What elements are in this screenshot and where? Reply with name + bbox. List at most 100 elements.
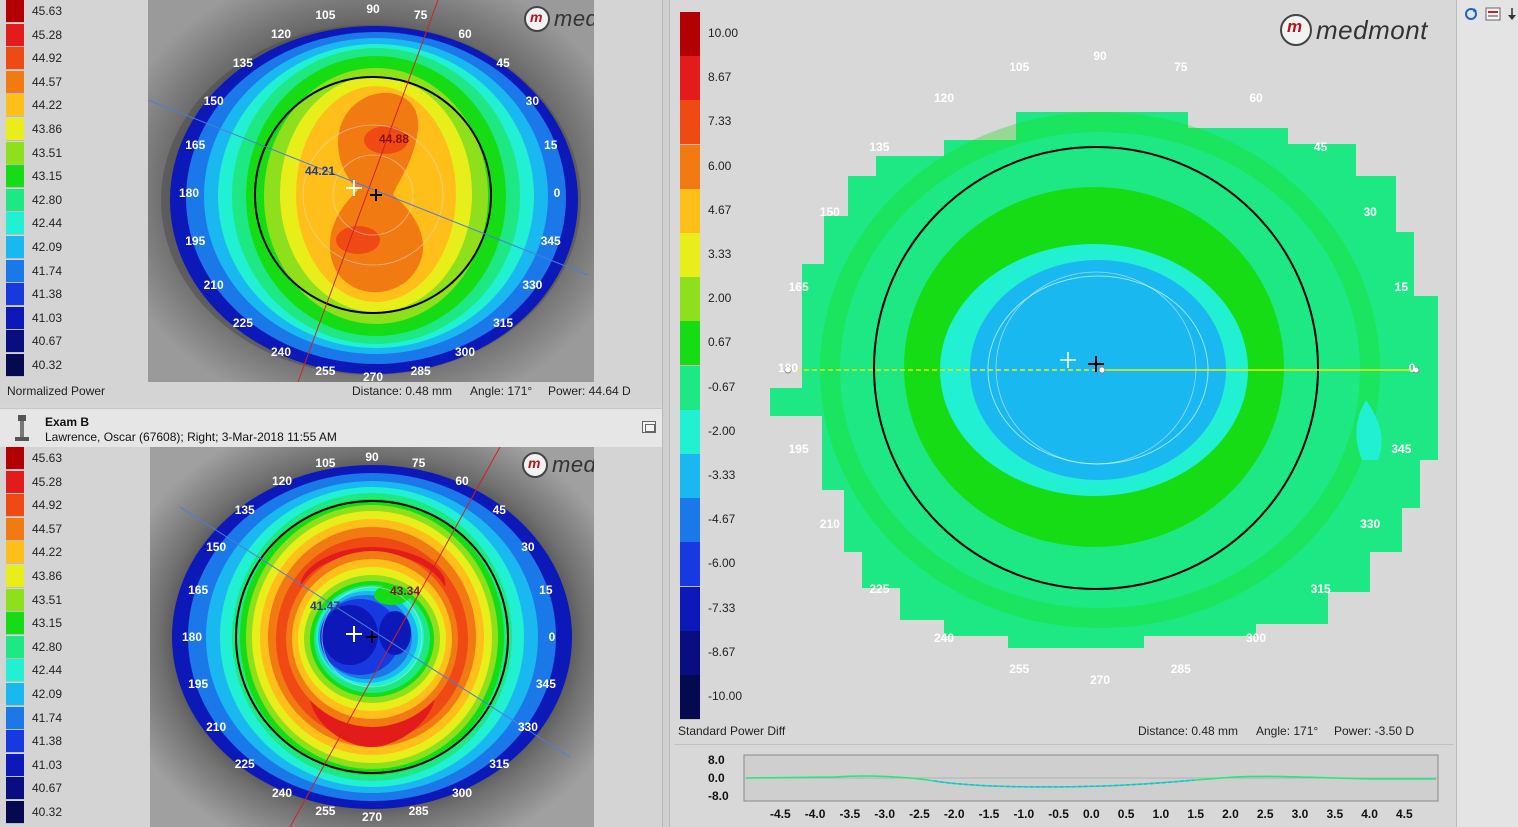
legend-row: -10.00	[680, 675, 780, 720]
legend-value: -3.33	[708, 468, 736, 482]
legend-swatch	[6, 565, 24, 588]
legend-row: 3.33	[680, 233, 780, 278]
degree-label: 345	[1391, 441, 1412, 456]
profile-chart-svg	[743, 754, 1439, 802]
legend-row: 44.92	[0, 47, 100, 71]
degree-label: 315	[493, 316, 514, 331]
profile-chart[interactable]: 8.0 0.0 -8.0 -4.5 -4.0 -3.5 -3.0 -2.5 -2.0 -1.5-…	[674, 744, 1454, 827]
degree-label: 0	[553, 186, 561, 200]
legend-value: 10.00	[708, 26, 739, 40]
legend-swatch	[6, 801, 24, 824]
diff-legend: 10.00 8.67 7.33 6.00 4.67 3.33 2.00 0.67 -0.67 -2…	[680, 12, 760, 722]
legend-row: 41.03	[0, 753, 100, 778]
degree-label: 165	[185, 138, 206, 153]
exam-b-header[interactable]: Exam B Lawrence, Oscar (67608); Right; 3…	[0, 408, 662, 447]
legend-row: -4.67	[680, 498, 780, 544]
degree-label: 60	[458, 26, 472, 41]
top-map-image[interactable]: 44.21 44.88 0 15 30 45 60 75 90 105 120 135 150 165…	[148, 0, 594, 382]
degree-label: 255	[315, 803, 336, 818]
legend-row: -7.33	[680, 586, 780, 632]
legend-swatch	[6, 517, 24, 541]
legend-row: 44.22	[0, 541, 100, 565]
legend-value: 42.80	[32, 639, 63, 654]
sort-icon[interactable]	[1505, 6, 1518, 22]
legend-row: 45.28	[0, 23, 100, 48]
degree-label: 195	[188, 676, 209, 691]
degree-label: 285	[410, 363, 431, 378]
degree-label: 135	[232, 55, 253, 70]
degree-label: 210	[206, 720, 227, 734]
legend-swatch	[6, 635, 24, 659]
legend-row: 43.15	[0, 612, 100, 636]
diff-topography-svg[interactable]	[768, 40, 1438, 700]
degree-label: 315	[489, 757, 510, 772]
degree-label: 105	[315, 8, 336, 23]
degree-label: 165	[188, 583, 209, 598]
degree-label: 75	[413, 8, 428, 23]
legend-value: 44.22	[32, 545, 63, 560]
profile-x-tick: -1.5	[978, 807, 1000, 821]
degree-label: 0	[1408, 361, 1416, 375]
legend-value: 8.67	[708, 70, 732, 85]
legend-swatch	[6, 330, 24, 354]
exam-b-patient: Lawrence, Oscar (67608); Right; 3-Mar-20…	[45, 430, 337, 444]
legend-row: 45.63	[0, 0, 100, 24]
degree-label: 75	[1174, 59, 1188, 74]
legend-row: -8.67	[680, 630, 780, 676]
degree-label: 180	[178, 186, 200, 200]
right-toolbar	[1456, 0, 1518, 827]
legend-row: 8.67	[680, 56, 780, 102]
marker-label-d: 43.34	[389, 584, 421, 598]
medmont-logo: m medmont	[524, 6, 594, 32]
legend-row: 42.80	[0, 635, 100, 660]
degree-label: 105	[1009, 59, 1030, 74]
degree-label: 0	[548, 630, 556, 644]
legend-value: 43.15	[32, 169, 63, 184]
degree-label: 30	[521, 540, 535, 554]
bottom-map-pane: 45.63 45.28 44.92 44.57 44.22 43.86 43.51 43.15…	[0, 447, 662, 827]
degree-label: 270	[1089, 673, 1111, 687]
legend-swatch	[6, 141, 24, 165]
degree-label: 300	[454, 345, 476, 360]
legend-row: 43.51	[0, 141, 100, 166]
legend-value: 41.38	[32, 287, 63, 302]
compare-icon[interactable]	[1485, 6, 1503, 22]
profile-x-tick: -4.0	[804, 807, 826, 821]
legend-value: 44.92	[32, 51, 63, 66]
legend-value: 4.67	[708, 202, 732, 217]
pane-divider[interactable]	[662, 0, 670, 827]
degree-label: 270	[361, 810, 383, 824]
degree-label: 15	[544, 138, 558, 153]
legend-swatch	[6, 659, 24, 683]
legend-value: 44.57	[32, 521, 63, 536]
legend-value: 44.57	[32, 74, 63, 89]
legend-swatch	[6, 470, 24, 494]
exam-b-title: Exam B	[45, 415, 90, 429]
profile-x-tick: 1.0	[1152, 807, 1170, 821]
legend-value: 43.86	[32, 569, 63, 583]
legend-row: 42.44	[0, 212, 100, 236]
legend-swatch	[6, 118, 24, 141]
legend-row: 6.00	[680, 144, 780, 190]
exam-b-restore-button[interactable]	[642, 421, 656, 433]
refresh-icon[interactable]	[1463, 6, 1479, 22]
degree-label: 210	[819, 517, 840, 531]
legend-swatch	[6, 730, 24, 754]
degree-label: 45	[496, 55, 510, 70]
legend-row: 41.74	[0, 259, 100, 284]
profile-x-tick: -0.5	[1048, 807, 1069, 821]
top-topography-svg	[148, 0, 594, 382]
legend-row: 43.51	[0, 588, 100, 613]
degree-label: 45	[1313, 140, 1328, 155]
bottom-map-image[interactable]: 41.47 43.34 0 15 30 45 60 75 90 105 120 135 150 165…	[150, 447, 594, 827]
legend-row: -2.00	[680, 409, 780, 455]
legend-value: 42.80	[32, 192, 63, 207]
degree-label: 300	[1245, 631, 1267, 646]
legend-swatch	[6, 753, 24, 777]
legend-row: 10.00	[680, 12, 780, 57]
legend-value: 44.92	[32, 498, 63, 513]
degree-label: 345	[540, 233, 561, 248]
degree-label: 180	[181, 630, 203, 644]
legend-value: 42.09	[32, 687, 63, 701]
degree-label: 90	[366, 2, 380, 16]
